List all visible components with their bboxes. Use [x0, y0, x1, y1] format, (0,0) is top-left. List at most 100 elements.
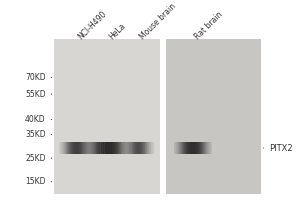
FancyBboxPatch shape — [187, 142, 188, 154]
FancyBboxPatch shape — [183, 142, 184, 154]
FancyBboxPatch shape — [186, 142, 187, 154]
FancyBboxPatch shape — [87, 142, 88, 154]
FancyBboxPatch shape — [186, 142, 188, 154]
FancyBboxPatch shape — [182, 142, 183, 154]
FancyBboxPatch shape — [132, 142, 133, 154]
FancyBboxPatch shape — [88, 142, 89, 154]
FancyBboxPatch shape — [139, 142, 140, 154]
FancyBboxPatch shape — [185, 142, 186, 154]
FancyBboxPatch shape — [192, 142, 193, 154]
FancyBboxPatch shape — [188, 142, 189, 154]
FancyBboxPatch shape — [110, 142, 111, 154]
FancyBboxPatch shape — [137, 142, 139, 154]
FancyBboxPatch shape — [148, 142, 149, 154]
FancyBboxPatch shape — [209, 142, 211, 154]
FancyBboxPatch shape — [72, 142, 74, 154]
FancyBboxPatch shape — [120, 142, 122, 154]
FancyBboxPatch shape — [199, 142, 200, 154]
FancyBboxPatch shape — [89, 142, 90, 154]
FancyBboxPatch shape — [199, 142, 200, 154]
FancyBboxPatch shape — [71, 142, 72, 154]
FancyBboxPatch shape — [181, 142, 182, 154]
FancyBboxPatch shape — [145, 142, 146, 154]
FancyBboxPatch shape — [63, 142, 64, 154]
FancyBboxPatch shape — [91, 142, 92, 154]
FancyBboxPatch shape — [116, 142, 117, 154]
FancyBboxPatch shape — [54, 39, 160, 194]
FancyBboxPatch shape — [147, 142, 148, 154]
FancyBboxPatch shape — [85, 142, 86, 154]
FancyBboxPatch shape — [107, 142, 109, 154]
FancyBboxPatch shape — [67, 142, 68, 154]
FancyBboxPatch shape — [107, 142, 108, 154]
FancyBboxPatch shape — [90, 142, 91, 154]
FancyBboxPatch shape — [135, 142, 136, 154]
FancyBboxPatch shape — [97, 142, 98, 154]
FancyBboxPatch shape — [94, 142, 95, 154]
FancyBboxPatch shape — [112, 142, 114, 154]
FancyBboxPatch shape — [182, 142, 183, 154]
FancyBboxPatch shape — [123, 142, 124, 154]
FancyBboxPatch shape — [75, 142, 76, 154]
FancyBboxPatch shape — [115, 142, 116, 154]
FancyBboxPatch shape — [66, 142, 68, 154]
FancyBboxPatch shape — [109, 142, 110, 154]
FancyBboxPatch shape — [114, 142, 115, 154]
FancyBboxPatch shape — [104, 142, 106, 154]
FancyBboxPatch shape — [209, 142, 210, 154]
FancyBboxPatch shape — [80, 142, 81, 154]
FancyBboxPatch shape — [127, 142, 128, 154]
FancyBboxPatch shape — [190, 142, 191, 154]
FancyBboxPatch shape — [131, 142, 133, 154]
FancyBboxPatch shape — [121, 142, 122, 154]
FancyBboxPatch shape — [124, 142, 125, 154]
FancyBboxPatch shape — [67, 142, 68, 154]
FancyBboxPatch shape — [210, 142, 211, 154]
FancyBboxPatch shape — [200, 142, 202, 154]
FancyBboxPatch shape — [133, 142, 134, 154]
FancyBboxPatch shape — [88, 142, 89, 154]
FancyBboxPatch shape — [130, 142, 132, 154]
FancyBboxPatch shape — [85, 142, 86, 154]
FancyBboxPatch shape — [69, 142, 70, 154]
FancyBboxPatch shape — [90, 142, 91, 154]
FancyBboxPatch shape — [88, 142, 90, 154]
FancyBboxPatch shape — [207, 142, 208, 154]
FancyBboxPatch shape — [109, 142, 110, 154]
FancyBboxPatch shape — [206, 142, 208, 154]
FancyBboxPatch shape — [129, 142, 130, 154]
FancyBboxPatch shape — [129, 142, 130, 154]
FancyBboxPatch shape — [119, 142, 120, 154]
FancyBboxPatch shape — [124, 142, 125, 154]
FancyBboxPatch shape — [62, 142, 64, 154]
Text: Rat brain: Rat brain — [193, 10, 224, 42]
FancyBboxPatch shape — [72, 142, 73, 154]
FancyBboxPatch shape — [127, 142, 128, 154]
FancyBboxPatch shape — [198, 142, 199, 154]
FancyBboxPatch shape — [100, 142, 102, 154]
FancyBboxPatch shape — [132, 142, 134, 154]
FancyBboxPatch shape — [88, 142, 89, 154]
FancyBboxPatch shape — [187, 142, 188, 154]
FancyBboxPatch shape — [143, 142, 145, 154]
Text: 25KD: 25KD — [25, 154, 46, 163]
FancyBboxPatch shape — [83, 142, 84, 154]
FancyBboxPatch shape — [150, 142, 152, 154]
FancyBboxPatch shape — [74, 142, 76, 154]
FancyBboxPatch shape — [126, 142, 127, 154]
FancyBboxPatch shape — [98, 142, 99, 154]
FancyBboxPatch shape — [66, 142, 67, 154]
FancyBboxPatch shape — [64, 142, 66, 154]
FancyBboxPatch shape — [68, 142, 69, 154]
FancyBboxPatch shape — [68, 142, 70, 154]
FancyBboxPatch shape — [83, 142, 84, 154]
Text: 35KD: 35KD — [25, 130, 46, 139]
FancyBboxPatch shape — [110, 142, 111, 154]
FancyBboxPatch shape — [75, 142, 76, 154]
FancyBboxPatch shape — [146, 142, 147, 154]
FancyBboxPatch shape — [120, 142, 121, 154]
FancyBboxPatch shape — [80, 142, 81, 154]
FancyBboxPatch shape — [110, 142, 112, 154]
FancyBboxPatch shape — [176, 142, 177, 154]
FancyBboxPatch shape — [202, 142, 203, 154]
